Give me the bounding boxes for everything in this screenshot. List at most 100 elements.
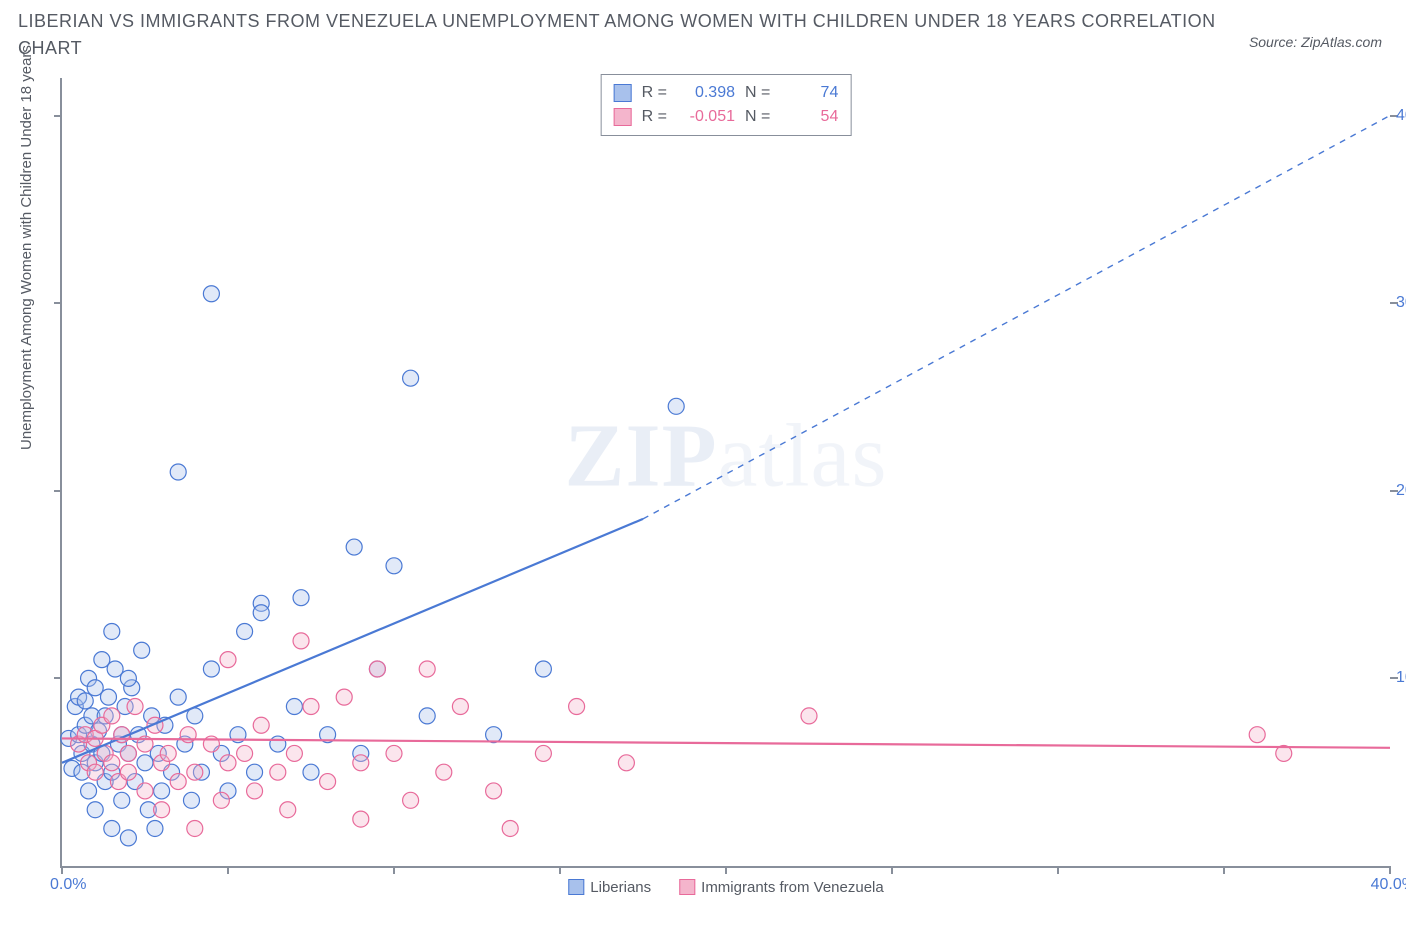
x-tick xyxy=(725,866,727,874)
scatter-point-venezuela xyxy=(569,699,585,715)
stats-row-liberians: R =0.398N =74 xyxy=(614,81,839,105)
scatter-point-liberians xyxy=(100,689,116,705)
scatter-point-liberians xyxy=(203,286,219,302)
legend-bottom: Liberians Immigrants from Venezuela xyxy=(568,879,883,896)
scatter-point-venezuela xyxy=(336,689,352,705)
chart-title: LIBERIAN VS IMMIGRANTS FROM VENEZUELA UN… xyxy=(18,8,1218,62)
y-tick-left xyxy=(54,302,62,304)
scatter-point-liberians xyxy=(486,727,502,743)
scatter-point-venezuela xyxy=(87,764,103,780)
scatter-point-venezuela xyxy=(154,802,170,818)
scatter-point-venezuela xyxy=(270,764,286,780)
scatter-point-venezuela xyxy=(419,661,435,677)
scatter-point-liberians xyxy=(303,764,319,780)
y-tick-left xyxy=(54,490,62,492)
y-tick-label: 40.0% xyxy=(1396,107,1406,125)
legend-swatch xyxy=(679,879,695,895)
scatter-point-venezuela xyxy=(247,783,263,799)
scatter-point-venezuela xyxy=(187,820,203,836)
legend-item-venezuela: Immigrants from Venezuela xyxy=(679,879,884,896)
scatter-point-liberians xyxy=(104,820,120,836)
plot-area: ZIPatlas R =0.398N =74R =-0.051N =54 0.0… xyxy=(60,78,1390,868)
x-tick xyxy=(891,866,893,874)
scatter-point-venezuela xyxy=(535,745,551,761)
scatter-point-liberians xyxy=(237,623,253,639)
stat-n-label: N = xyxy=(745,105,770,129)
correlation-stats-box: R =0.398N =74R = -0.051 N = 54 xyxy=(601,74,852,136)
x-axis-tick-max: 40.0% xyxy=(1371,876,1406,894)
regression-line-liberians xyxy=(62,519,643,763)
scatter-point-liberians xyxy=(253,605,269,621)
scatter-point-liberians xyxy=(386,558,402,574)
scatter-point-venezuela xyxy=(213,792,229,808)
scatter-point-venezuela xyxy=(320,774,336,790)
scatter-point-venezuela xyxy=(120,764,136,780)
scatter-point-liberians xyxy=(419,708,435,724)
y-tick-label: 20.0% xyxy=(1396,482,1406,500)
scatter-point-liberians xyxy=(87,802,103,818)
y-axis-label: Unemployment Among Women with Children U… xyxy=(18,45,35,450)
scatter-point-venezuela xyxy=(160,745,176,761)
scatter-point-venezuela xyxy=(353,755,369,771)
scatter-point-venezuela xyxy=(293,633,309,649)
scatter-point-venezuela xyxy=(403,792,419,808)
source-attribution: Source: ZipAtlas.com xyxy=(1249,34,1382,50)
stat-n-value: 54 xyxy=(780,105,838,129)
scatter-point-venezuela xyxy=(386,745,402,761)
legend-swatch xyxy=(614,108,632,126)
scatter-point-venezuela xyxy=(502,820,518,836)
regression-extrapolation-liberians xyxy=(643,116,1390,519)
scatter-point-venezuela xyxy=(1249,727,1265,743)
chart-container: LIBERIAN VS IMMIGRANTS FROM VENEZUELA UN… xyxy=(0,0,1406,930)
scatter-point-liberians xyxy=(154,783,170,799)
scatter-point-liberians xyxy=(286,699,302,715)
y-tick-label: 30.0% xyxy=(1396,294,1406,312)
x-tick xyxy=(1057,866,1059,874)
scatter-point-liberians xyxy=(147,820,163,836)
x-axis-tick-zero: 0.0% xyxy=(50,876,86,894)
scatter-point-venezuela xyxy=(120,745,136,761)
scatter-point-liberians xyxy=(134,642,150,658)
scatter-point-venezuela xyxy=(253,717,269,733)
x-tick xyxy=(61,866,63,874)
stat-r-value: 0.398 xyxy=(677,81,735,105)
scatter-point-liberians xyxy=(346,539,362,555)
stat-r-label: R = xyxy=(642,105,667,129)
scatter-point-venezuela xyxy=(286,745,302,761)
scatter-point-venezuela xyxy=(618,755,634,771)
scatter-point-liberians xyxy=(403,370,419,386)
scatter-point-venezuela xyxy=(486,783,502,799)
scatter-point-venezuela xyxy=(280,802,296,818)
scatter-point-liberians xyxy=(120,670,136,686)
legend-label: Liberians xyxy=(590,879,651,896)
scatter-point-liberians xyxy=(247,764,263,780)
scatter-point-liberians xyxy=(668,398,684,414)
scatter-point-venezuela xyxy=(104,755,120,771)
scatter-point-venezuela xyxy=(170,774,186,790)
x-tick xyxy=(227,866,229,874)
scatter-point-liberians xyxy=(170,689,186,705)
scatter-point-venezuela xyxy=(220,755,236,771)
legend-label: Immigrants from Venezuela xyxy=(701,879,884,896)
scatter-point-liberians xyxy=(183,792,199,808)
scatter-point-venezuela xyxy=(801,708,817,724)
scatter-point-liberians xyxy=(293,590,309,606)
scatter-svg xyxy=(62,78,1390,866)
scatter-point-liberians xyxy=(270,736,286,752)
scatter-point-venezuela xyxy=(187,764,203,780)
scatter-point-venezuela xyxy=(104,708,120,724)
stat-r-value: -0.051 xyxy=(677,105,735,129)
scatter-point-venezuela xyxy=(237,745,253,761)
scatter-point-venezuela xyxy=(137,783,153,799)
legend-swatch xyxy=(614,84,632,102)
scatter-point-liberians xyxy=(77,693,93,709)
y-tick-left xyxy=(54,677,62,679)
stats-row-venezuela: R = -0.051 N = 54 xyxy=(614,105,839,129)
x-tick xyxy=(1223,866,1225,874)
stat-n-value: 74 xyxy=(780,81,838,105)
scatter-point-liberians xyxy=(81,783,97,799)
scatter-point-liberians xyxy=(114,792,130,808)
x-tick xyxy=(1389,866,1391,874)
regression-line-venezuela xyxy=(62,738,1390,747)
scatter-point-liberians xyxy=(170,464,186,480)
